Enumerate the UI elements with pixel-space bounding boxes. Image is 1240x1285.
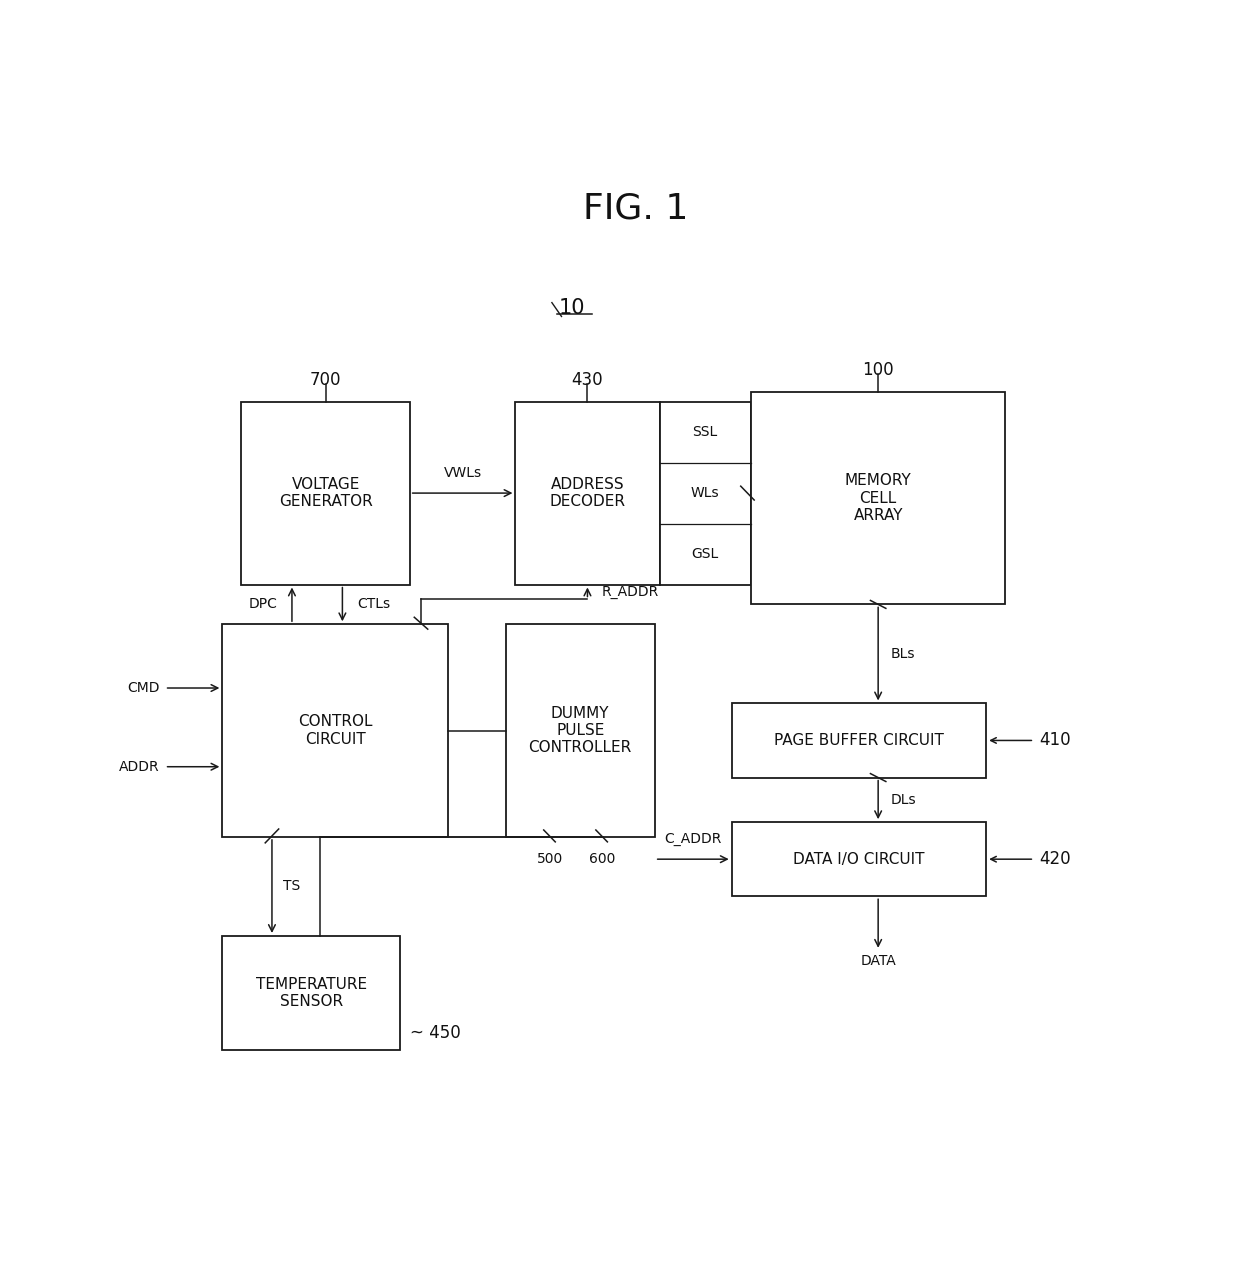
Text: PAGE BUFFER CIRCUIT: PAGE BUFFER CIRCUIT <box>774 732 944 748</box>
Bar <box>751 392 1006 604</box>
Text: DATA: DATA <box>861 953 897 968</box>
Text: VOLTAGE
GENERATOR: VOLTAGE GENERATOR <box>279 477 372 509</box>
Text: ~ 450: ~ 450 <box>409 1024 460 1042</box>
Text: DUMMY
PULSE
CONTROLLER: DUMMY PULSE CONTROLLER <box>528 705 632 756</box>
Text: VWLs: VWLs <box>444 466 481 481</box>
Bar <box>222 625 448 837</box>
Text: 410: 410 <box>1039 731 1071 749</box>
Text: 500: 500 <box>537 852 563 866</box>
Text: 430: 430 <box>572 371 604 389</box>
Text: 10: 10 <box>558 298 585 317</box>
Text: CONTROL
CIRCUIT: CONTROL CIRCUIT <box>298 714 372 747</box>
Bar <box>506 625 655 837</box>
Bar <box>660 401 751 585</box>
Bar <box>516 401 660 585</box>
Bar <box>242 401 409 585</box>
Text: C_ADDR: C_ADDR <box>665 833 722 847</box>
Text: 100: 100 <box>862 361 894 379</box>
Text: CTLs: CTLs <box>357 598 389 612</box>
Text: R_ADDR: R_ADDR <box>601 585 660 599</box>
Text: ADDRESS
DECODER: ADDRESS DECODER <box>549 477 625 509</box>
Text: TEMPERATURE
SENSOR: TEMPERATURE SENSOR <box>255 977 367 1009</box>
Bar <box>732 703 986 777</box>
Text: CMD: CMD <box>128 681 160 695</box>
Text: TS: TS <box>284 879 301 893</box>
Text: SSL: SSL <box>693 425 718 439</box>
Text: MEMORY
CELL
ARRAY: MEMORY CELL ARRAY <box>844 473 911 523</box>
Text: BLs: BLs <box>890 646 915 660</box>
Text: 420: 420 <box>1039 851 1071 869</box>
Text: GSL: GSL <box>692 547 719 562</box>
Bar <box>222 935 401 1050</box>
Text: FIG. 1: FIG. 1 <box>583 191 688 226</box>
Text: 600: 600 <box>589 852 616 866</box>
Text: ADDR: ADDR <box>119 759 160 774</box>
Text: WLs: WLs <box>691 486 719 500</box>
Text: DLs: DLs <box>890 793 916 807</box>
Bar <box>732 822 986 897</box>
Text: DATA I/O CIRCUIT: DATA I/O CIRCUIT <box>794 852 925 866</box>
Text: 700: 700 <box>310 371 341 389</box>
Text: DPC: DPC <box>249 598 278 612</box>
